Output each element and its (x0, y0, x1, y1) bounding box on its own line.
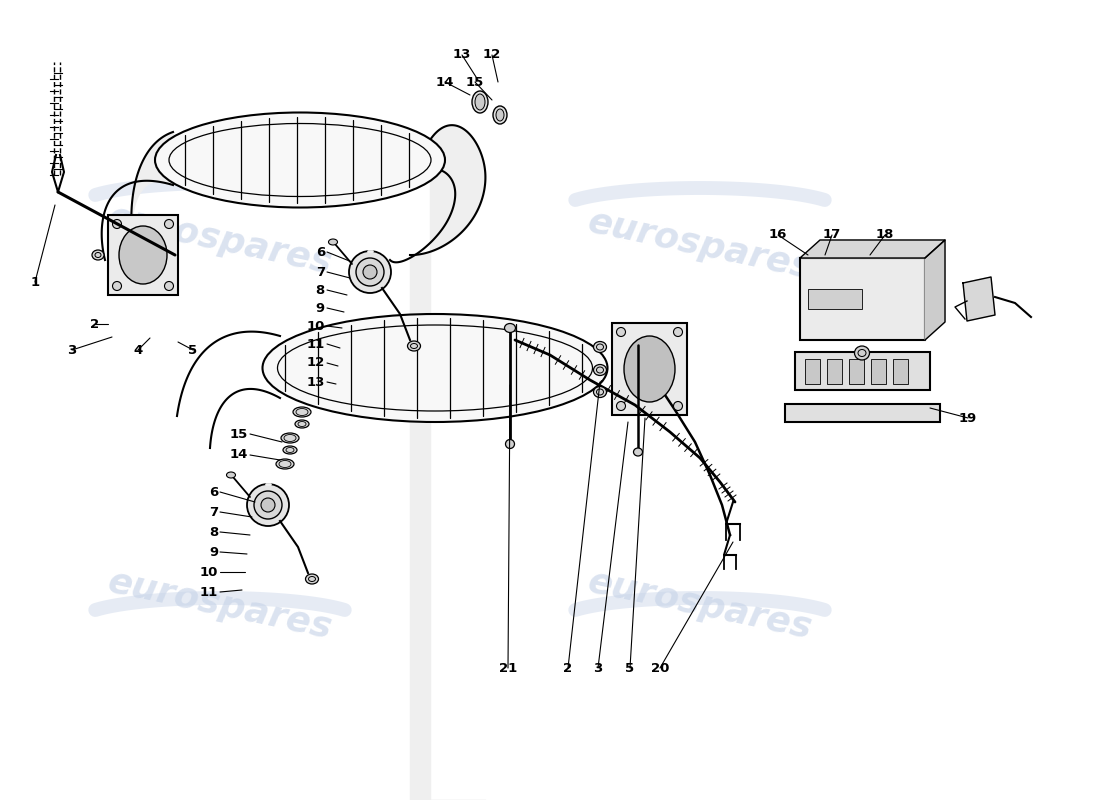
Ellipse shape (475, 94, 485, 110)
Bar (805, 359, 820, 384)
Text: eurospares: eurospares (585, 205, 815, 286)
Text: 5: 5 (188, 343, 198, 357)
Ellipse shape (634, 448, 642, 456)
Ellipse shape (261, 498, 275, 512)
Ellipse shape (112, 282, 121, 290)
Ellipse shape (594, 386, 606, 398)
Text: 5: 5 (626, 662, 635, 674)
Ellipse shape (594, 365, 606, 375)
Ellipse shape (855, 346, 869, 360)
Bar (871, 359, 886, 384)
Bar (785, 404, 940, 422)
Polygon shape (800, 240, 945, 258)
Text: 20: 20 (651, 662, 669, 674)
Text: 14: 14 (436, 75, 454, 89)
Ellipse shape (594, 342, 606, 353)
Ellipse shape (616, 402, 626, 410)
Ellipse shape (248, 484, 289, 526)
Text: 15: 15 (466, 75, 484, 89)
Text: 9: 9 (209, 546, 218, 558)
Ellipse shape (356, 258, 384, 286)
Text: 9: 9 (316, 302, 324, 314)
Text: 1: 1 (31, 275, 40, 289)
Text: 11: 11 (200, 586, 218, 598)
Ellipse shape (295, 420, 309, 428)
Bar (108, 215, 178, 295)
Text: 3: 3 (67, 343, 77, 357)
Polygon shape (925, 240, 945, 340)
Bar (893, 359, 907, 384)
Ellipse shape (92, 250, 104, 260)
Text: 10: 10 (307, 319, 324, 333)
Text: 2: 2 (563, 662, 573, 674)
Ellipse shape (493, 106, 507, 124)
Ellipse shape (505, 323, 516, 333)
Ellipse shape (227, 472, 235, 478)
Text: eurospares: eurospares (104, 200, 336, 280)
Text: 8: 8 (209, 526, 218, 538)
Text: 12: 12 (483, 49, 502, 62)
Text: 4: 4 (133, 343, 143, 357)
Bar (795, 352, 930, 390)
Text: 8: 8 (316, 283, 324, 297)
Ellipse shape (673, 402, 682, 410)
Ellipse shape (112, 219, 121, 229)
Ellipse shape (472, 91, 488, 113)
Text: 12: 12 (307, 357, 324, 370)
Ellipse shape (363, 265, 377, 279)
Ellipse shape (673, 327, 682, 337)
Text: 17: 17 (823, 229, 842, 242)
Text: 7: 7 (316, 266, 324, 278)
Ellipse shape (119, 226, 167, 284)
Ellipse shape (349, 251, 390, 293)
Ellipse shape (616, 327, 626, 337)
Text: 7: 7 (209, 506, 218, 518)
Text: 13: 13 (453, 49, 471, 62)
Text: 3: 3 (593, 662, 603, 674)
Ellipse shape (155, 113, 446, 207)
Text: 18: 18 (876, 229, 894, 242)
Ellipse shape (263, 314, 607, 422)
Ellipse shape (276, 459, 294, 469)
Polygon shape (962, 277, 996, 321)
Text: 14: 14 (230, 449, 248, 462)
Text: 2: 2 (90, 318, 100, 330)
Text: 19: 19 (959, 411, 977, 425)
Text: 11: 11 (307, 338, 324, 350)
Text: 6: 6 (316, 246, 324, 258)
Text: 16: 16 (769, 229, 788, 242)
Text: 13: 13 (307, 375, 324, 389)
Text: 21: 21 (499, 662, 517, 674)
Text: eurospares: eurospares (585, 565, 815, 646)
Bar (800, 258, 925, 340)
Ellipse shape (165, 282, 174, 290)
Ellipse shape (293, 407, 311, 417)
Ellipse shape (280, 433, 299, 443)
Text: eurospares: eurospares (104, 565, 336, 646)
Ellipse shape (506, 439, 515, 449)
Bar (808, 289, 862, 309)
Text: 10: 10 (199, 566, 218, 578)
Ellipse shape (254, 491, 282, 519)
Ellipse shape (165, 219, 174, 229)
Text: 15: 15 (230, 427, 248, 441)
Bar (849, 359, 864, 384)
Ellipse shape (496, 109, 504, 121)
Text: 6: 6 (209, 486, 218, 498)
Ellipse shape (407, 341, 420, 351)
Bar (827, 359, 842, 384)
Ellipse shape (329, 239, 338, 245)
Ellipse shape (283, 446, 297, 454)
Bar (612, 323, 688, 415)
Ellipse shape (624, 336, 675, 402)
Ellipse shape (306, 574, 319, 584)
